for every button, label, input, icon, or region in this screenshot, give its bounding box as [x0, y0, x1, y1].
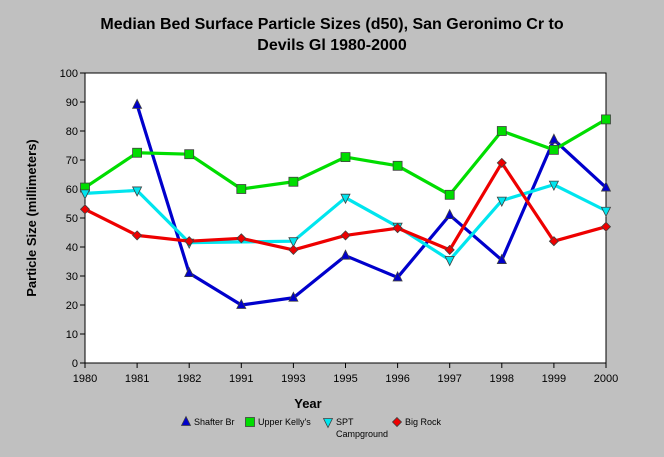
- legend-item: Upper Kelly's: [245, 417, 311, 427]
- x-tick-label: 1996: [385, 373, 409, 385]
- data-point: [340, 249, 351, 260]
- x-axis-title: Year: [294, 396, 321, 411]
- data-point: [392, 160, 403, 171]
- data-point: [184, 266, 195, 278]
- data-point: [600, 221, 612, 232]
- data-point: [132, 147, 143, 158]
- x-tick-label: 1993: [281, 373, 305, 385]
- series-big-rock: [79, 157, 612, 255]
- y-tick-label: 80: [66, 126, 78, 138]
- data-point: [288, 291, 299, 302]
- data-point: [496, 157, 507, 168]
- legend-marker: [245, 417, 255, 427]
- data-point: [132, 230, 143, 241]
- data-point: [79, 189, 91, 200]
- series-upper-kelly-s: [80, 114, 611, 200]
- data-point: [392, 271, 403, 282]
- data-point: [392, 223, 403, 234]
- data-point: [288, 176, 299, 187]
- legend-label: Shafter Br: [194, 417, 235, 427]
- data-point: [496, 253, 507, 264]
- y-tick-label: 20: [66, 300, 78, 312]
- legend-item: Shafter Br: [180, 415, 235, 427]
- x-tick-label: 1982: [177, 373, 201, 385]
- data-point: [444, 189, 455, 200]
- x-tick-label: 1998: [490, 373, 514, 385]
- data-point: [549, 144, 559, 155]
- data-point: [444, 244, 455, 255]
- data-point: [236, 184, 247, 194]
- data-point: [444, 208, 455, 220]
- chart-title-line2: Devils Gl 1980-2000: [257, 37, 407, 54]
- legend-marker: [322, 418, 334, 429]
- y-axis-title: Particle Size (millimeters): [24, 139, 39, 297]
- x-tick-label: 1981: [125, 373, 149, 385]
- chart-title: Median Bed Surface Particle Sizes (d50),…: [0, 14, 664, 56]
- data-point: [496, 196, 507, 207]
- data-point: [131, 98, 143, 109]
- legend-label: Upper Kelly's: [258, 417, 311, 427]
- data-point: [131, 186, 143, 197]
- legend-marker: [180, 415, 192, 426]
- series-spt-campground: [79, 180, 612, 267]
- data-point: [496, 126, 507, 136]
- x-tick-label: 1995: [333, 373, 357, 385]
- legend-label: SPT: [336, 417, 354, 427]
- data-point: [444, 256, 455, 267]
- data-point: [184, 149, 195, 160]
- x-tick-label: 2000: [594, 373, 618, 385]
- y-tick-label: 0: [72, 358, 78, 370]
- data-point: [601, 114, 611, 125]
- y-tick-label: 90: [66, 97, 78, 109]
- y-tick-label: 60: [66, 184, 78, 196]
- x-tick-label: 1980: [73, 373, 97, 385]
- legend-label-line2: Campground: [336, 429, 388, 439]
- y-tick-label: 40: [66, 242, 78, 254]
- data-point: [600, 181, 612, 192]
- data-point: [548, 236, 559, 247]
- data-point: [340, 152, 351, 163]
- data-point: [79, 204, 91, 215]
- y-tick-label: 10: [66, 329, 78, 341]
- x-tick-label: 1991: [229, 373, 253, 385]
- x-tick-label: 1999: [542, 373, 566, 385]
- data-point: [236, 298, 247, 309]
- y-tick-label: 50: [66, 213, 78, 225]
- series-line: [84, 183, 607, 262]
- data-point: [548, 180, 560, 192]
- y-tick-label: 30: [66, 271, 78, 283]
- data-point: [288, 237, 299, 248]
- data-point: [600, 206, 612, 218]
- data-point: [548, 133, 560, 144]
- legend-label: Big Rock: [405, 417, 442, 427]
- data-point: [288, 244, 299, 255]
- legend: Shafter Br Upper Kelly's SPT Campground Big …: [180, 415, 442, 439]
- data-point: [340, 193, 351, 205]
- data-point: [340, 230, 351, 241]
- legend-marker: [391, 416, 403, 428]
- data-point: [184, 236, 195, 247]
- chart-title-line1: Median Bed Surface Particle Sizes (d50),…: [100, 16, 564, 33]
- x-tick-label: 1997: [437, 373, 461, 385]
- y-tick-label: 70: [66, 155, 78, 167]
- y-tick-label: 100: [60, 68, 78, 80]
- legend-item: Big Rock: [391, 416, 442, 428]
- data-point: [236, 233, 247, 244]
- series-group: [79, 98, 612, 309]
- legend-item: SPT Campground: [322, 417, 388, 439]
